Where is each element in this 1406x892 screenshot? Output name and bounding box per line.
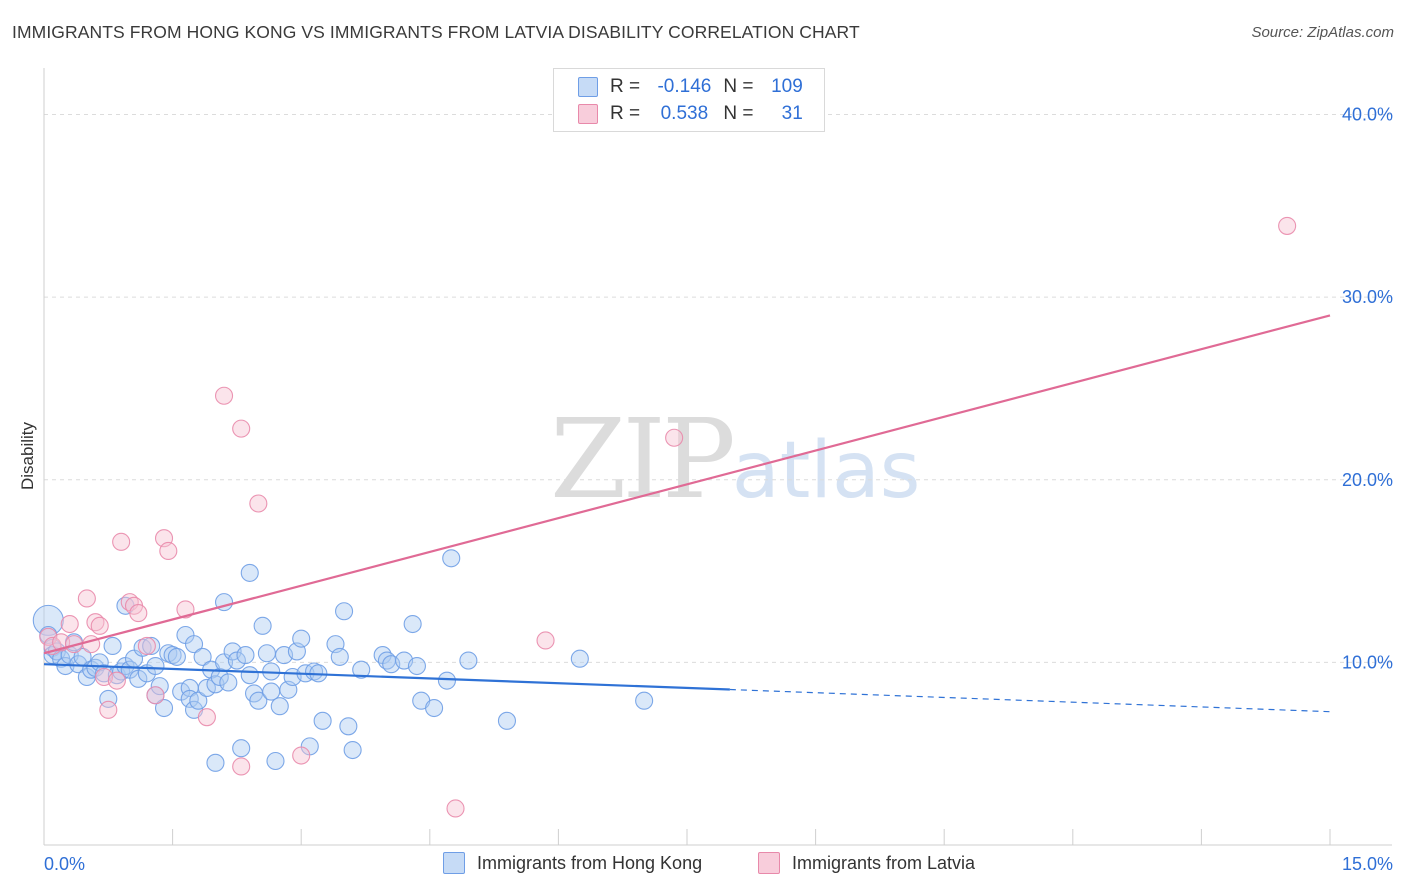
legend-n-value: 109 <box>771 76 803 97</box>
legend-n-value: 31 <box>781 103 803 124</box>
bottom-legend-swatch-pink <box>758 852 780 874</box>
watermark: ZIPatlas <box>550 395 920 523</box>
point-hong-kong <box>459 651 478 670</box>
legend-swatch-blue <box>578 77 598 97</box>
point-hong-kong <box>257 644 276 663</box>
point-hong-kong <box>437 671 456 690</box>
point-hong-kong <box>99 689 118 708</box>
point-hong-kong <box>236 646 255 665</box>
point-hong-kong <box>335 602 354 621</box>
point-latvia <box>197 708 216 727</box>
y-tick-label: 30.0% <box>1342 287 1393 307</box>
legend-r-value: -0.146 <box>657 76 712 97</box>
point-hong-kong <box>232 739 251 758</box>
point-hong-kong <box>146 656 165 676</box>
point-hong-kong <box>240 666 259 685</box>
point-latvia <box>99 700 118 719</box>
y-axis-label: Disability <box>18 421 37 490</box>
point-latvia <box>112 532 131 551</box>
point-latvia <box>1278 216 1297 235</box>
legend-swatch-pink <box>578 104 598 124</box>
legend-r-label: R = <box>610 76 641 97</box>
point-hong-kong <box>635 691 654 710</box>
legend-r-label: R = <box>610 103 641 124</box>
point-hong-kong <box>570 649 589 668</box>
stats-legend: R = -0.146 N = 109 R = 0.538 N = 31 <box>553 68 825 132</box>
point-hong-kong <box>442 549 461 568</box>
source-label: Source: ZipAtlas.com <box>1251 24 1394 41</box>
legend-row-latvia: R = 0.538 N = 31 <box>578 102 803 126</box>
y-tick-label: 10.0% <box>1342 652 1393 672</box>
point-hong-kong <box>167 647 186 666</box>
point-hong-kong <box>32 604 64 636</box>
point-latvia <box>129 604 148 623</box>
point-hong-kong <box>206 753 225 772</box>
point-hong-kong <box>210 667 229 687</box>
point-latvia <box>159 541 178 561</box>
point-hong-kong <box>219 673 238 692</box>
point-latvia <box>232 757 251 776</box>
point-hong-kong <box>403 614 422 634</box>
point-hong-kong <box>154 698 174 718</box>
point-latvia <box>292 746 311 765</box>
watermark-zip: ZIP <box>550 395 736 523</box>
point-latvia <box>665 428 684 447</box>
point-latvia <box>249 494 268 513</box>
point-hong-kong <box>343 740 362 760</box>
point-latvia <box>60 614 79 634</box>
point-hong-kong <box>184 635 204 654</box>
bottom-legend-label: Immigrants from Latvia <box>792 852 976 873</box>
legend-n-label: N = <box>723 76 754 97</box>
trendline-hong-kong <box>43 663 730 691</box>
point-latvia <box>446 799 465 818</box>
point-hong-kong <box>240 563 259 582</box>
watermark-atlas: atlas <box>731 426 921 516</box>
point-hong-kong <box>407 656 426 676</box>
point-hong-kong <box>352 660 371 679</box>
point-hong-kong <box>103 636 122 655</box>
point-hong-kong <box>129 669 148 688</box>
point-latvia <box>107 671 126 690</box>
point-hong-kong <box>425 698 444 718</box>
point-hong-kong <box>339 717 358 736</box>
bottom-legend-latvia: Immigrants from Latvia <box>758 852 975 874</box>
point-hong-kong <box>313 711 332 730</box>
point-hong-kong <box>330 647 349 666</box>
bottom-legend-label: Immigrants from Hong Kong <box>477 852 703 873</box>
x-tick-label: 0.0% <box>44 854 85 874</box>
trendline-latvia <box>43 314 1331 655</box>
bottom-legend-swatch-blue <box>443 852 465 874</box>
y-tick-label: 40.0% <box>1342 105 1393 125</box>
point-hong-kong <box>193 647 212 666</box>
point-hong-kong <box>150 677 169 696</box>
point-hong-kong <box>292 629 311 648</box>
bottom-legend-hong-kong: Immigrants from Hong Kong <box>443 852 702 874</box>
point-latvia <box>536 631 555 650</box>
x-tick-label: 15.0% <box>1342 854 1393 874</box>
point-latvia <box>214 386 234 405</box>
point-hong-kong <box>227 651 246 670</box>
point-latvia <box>176 600 195 619</box>
point-latvia <box>137 636 156 655</box>
legend-r-value: 0.538 <box>660 103 709 124</box>
trendline-hong-kong-extension <box>729 688 1331 713</box>
point-hong-kong <box>253 616 272 635</box>
point-latvia <box>232 419 251 438</box>
point-hong-kong <box>142 636 161 655</box>
chart-title: IMMIGRANTS FROM HONG KONG VS IMMIGRANTS … <box>12 22 860 42</box>
point-hong-kong <box>497 711 517 730</box>
point-latvia <box>146 686 165 705</box>
point-hong-kong <box>266 751 285 771</box>
point-hong-kong <box>270 697 289 716</box>
point-latvia <box>90 616 109 635</box>
point-latvia <box>77 589 96 608</box>
point-hong-kong <box>189 691 208 710</box>
legend-row-hong-kong: R = -0.146 N = 109 <box>578 75 803 99</box>
y-tick-label: 20.0% <box>1342 470 1393 490</box>
legend-n-label: N = <box>723 103 754 124</box>
point-hong-kong <box>249 691 268 710</box>
